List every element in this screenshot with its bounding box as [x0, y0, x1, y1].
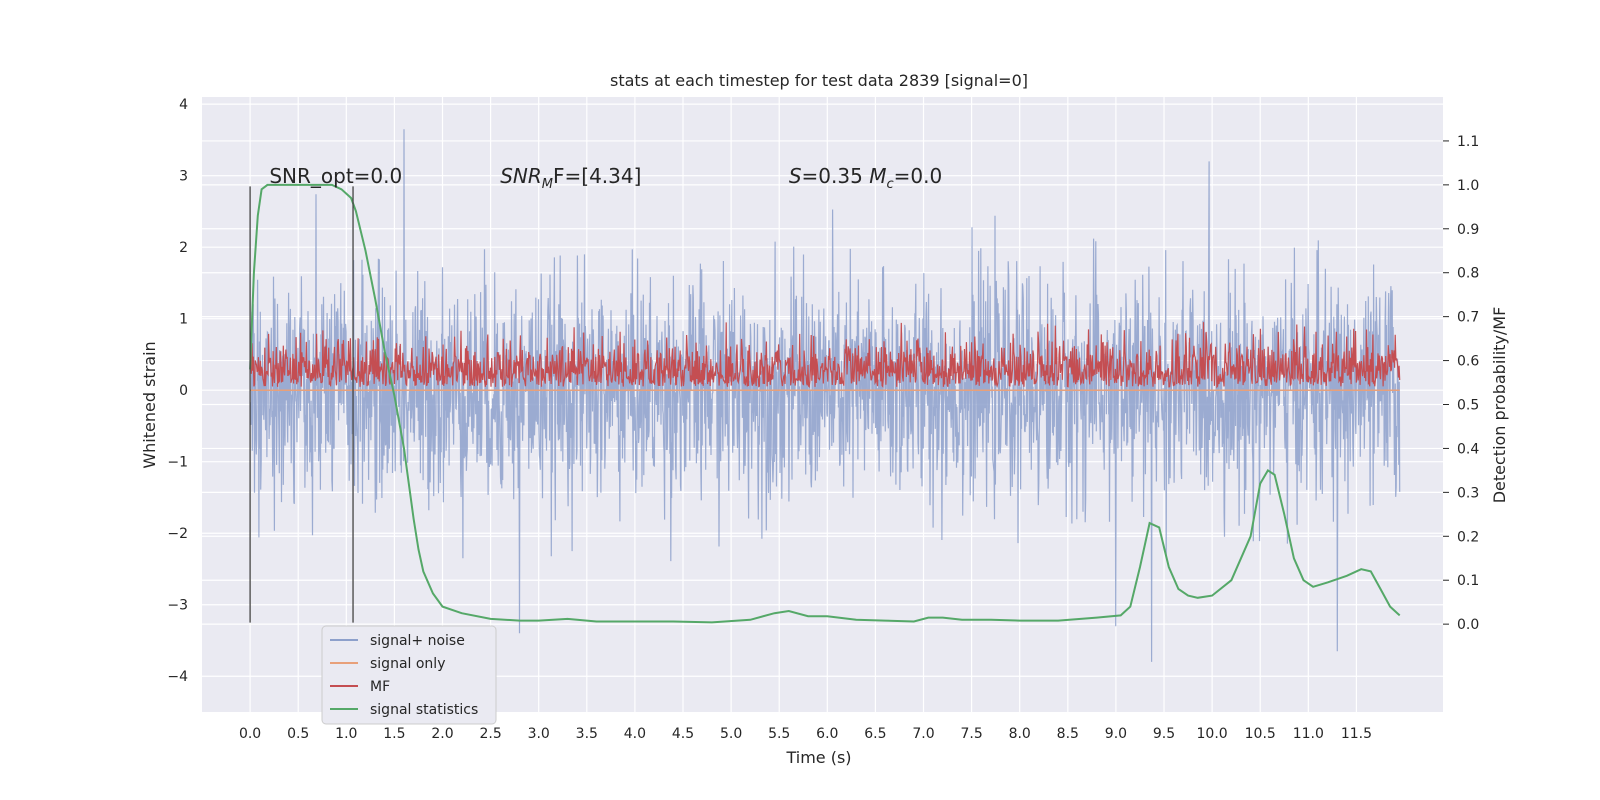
legend-entry-signal-noise: signal+ noise [330, 633, 465, 649]
x-tick-label: 4.5 [672, 726, 694, 742]
y-right-tick-label: 0.1 [1457, 573, 1479, 589]
annotations: SNR_opt=0.0 SNRMF=[4.34] S=0.35 Mc=0.0 [269, 164, 942, 192]
x-tick-label: 10.5 [1245, 726, 1276, 742]
x-tick-label: 5.0 [720, 726, 742, 742]
y-right-tick-label: 0.6 [1457, 354, 1479, 370]
x-tick-label: 7.5 [960, 726, 982, 742]
legend: signal+ noise signal only MF signal stat… [321, 625, 497, 725]
y-left-tick-label: 2 [179, 240, 188, 256]
x-tick-label: 3.0 [528, 726, 550, 742]
annotation-s-mc: S=0.35 Mc=0.0 [789, 164, 942, 192]
x-tick-label: 6.5 [864, 726, 886, 742]
x-tick-label: 8.5 [1057, 726, 1079, 742]
y-right-axis-ticks: 0.0 0.1 0.2 0.3 0.4 0.5 0.6 0.7 0.8 0.9 1.0 1.1 [1443, 134, 1479, 633]
y-left-tick-label: 4 [179, 97, 188, 113]
annotation-snr-mf-sub: M [542, 177, 553, 192]
y-right-tick-label: 1.1 [1457, 134, 1479, 150]
y-right-tick-label: 0.9 [1457, 222, 1479, 238]
legend-label-signal-only: signal only [370, 656, 445, 672]
x-tick-label: 3.5 [576, 726, 598, 742]
x-tick-label: 11.5 [1341, 726, 1372, 742]
y-left-tick-label: −1 [167, 455, 188, 471]
y-left-tick-label: 0 [179, 383, 188, 399]
y-right-tick-label: 0.2 [1457, 529, 1479, 545]
x-tick-label: 6.0 [816, 726, 838, 742]
vline-layer [249, 186, 354, 623]
x-tick-label: 0.5 [287, 726, 309, 742]
y-left-axis-label: Whitened strain [140, 341, 159, 468]
legend-entry-mf: MF [330, 679, 390, 695]
y-left-tick-label: −2 [167, 526, 188, 542]
x-tick-label: 2.0 [431, 726, 453, 742]
x-tick-label: 11.0 [1293, 726, 1324, 742]
x-tick-label: 1.5 [383, 726, 405, 742]
x-tick-label: 4.0 [624, 726, 646, 742]
legend-label-signal-statistics: signal statistics [370, 702, 478, 718]
y-left-tick-label: 3 [179, 169, 188, 185]
y-right-tick-label: 0.5 [1457, 398, 1479, 414]
x-tick-label: 0.0 [239, 726, 261, 742]
series-layer [249, 129, 1401, 662]
annotation-snr-mf: SNRMF=[4.34] [500, 164, 641, 192]
series-signal-noise [249, 129, 1401, 662]
series-signal-statistics [249, 183, 1401, 624]
y-left-tick-label: −3 [167, 598, 188, 614]
y-left-axis-ticks: −4 −3 −2 −1 0 1 2 3 4 [167, 97, 188, 685]
legend-box [321, 625, 497, 725]
annotation-snr-mf-rest: F=[4.34] [553, 164, 641, 188]
y-right-tick-label: 1.0 [1457, 178, 1479, 194]
y-right-tick-label: 0.3 [1457, 485, 1479, 501]
x-tick-label: 9.0 [1105, 726, 1127, 742]
y-left-tick-label: −4 [167, 669, 188, 685]
x-tick-label: 8.0 [1009, 726, 1031, 742]
y-right-axis-label: Detection probability/MF [1490, 307, 1509, 504]
x-tick-label: 10.0 [1197, 726, 1228, 742]
y-right-tick-label: 0.7 [1457, 310, 1479, 326]
series-mf [249, 322, 1401, 389]
legend-entry-signal-statistics: signal statistics [330, 702, 478, 718]
x-tick-label: 7.0 [912, 726, 934, 742]
y-right-tick-label: 0.0 [1457, 617, 1479, 633]
y-right-tick-label: 0.8 [1457, 266, 1479, 282]
legend-entry-signal-only: signal only [330, 656, 445, 672]
annotation-snr-mf-main: SNR [500, 164, 542, 188]
chart-title: stats at each timestep for test data 283… [610, 71, 1028, 90]
x-tick-label: 9.5 [1153, 726, 1175, 742]
x-axis-label: Time (s) [785, 748, 851, 767]
legend-label-signal-noise: signal+ noise [370, 633, 465, 649]
x-tick-label: 5.5 [768, 726, 790, 742]
annotation-snr-opt: SNR_opt=0.0 [269, 164, 402, 188]
legend-label-mf: MF [370, 679, 390, 695]
y-left-tick-label: 1 [179, 312, 188, 328]
x-tick-label: 2.5 [479, 726, 501, 742]
x-tick-label: 1.0 [335, 726, 357, 742]
x-axis-ticks: 0.0 0.5 1.0 1.5 2.0 2.5 3.0 3.5 4.0 4.5 5.0 5.5 6.0 6… [239, 726, 1372, 742]
y-right-tick-label: 0.4 [1457, 441, 1479, 457]
